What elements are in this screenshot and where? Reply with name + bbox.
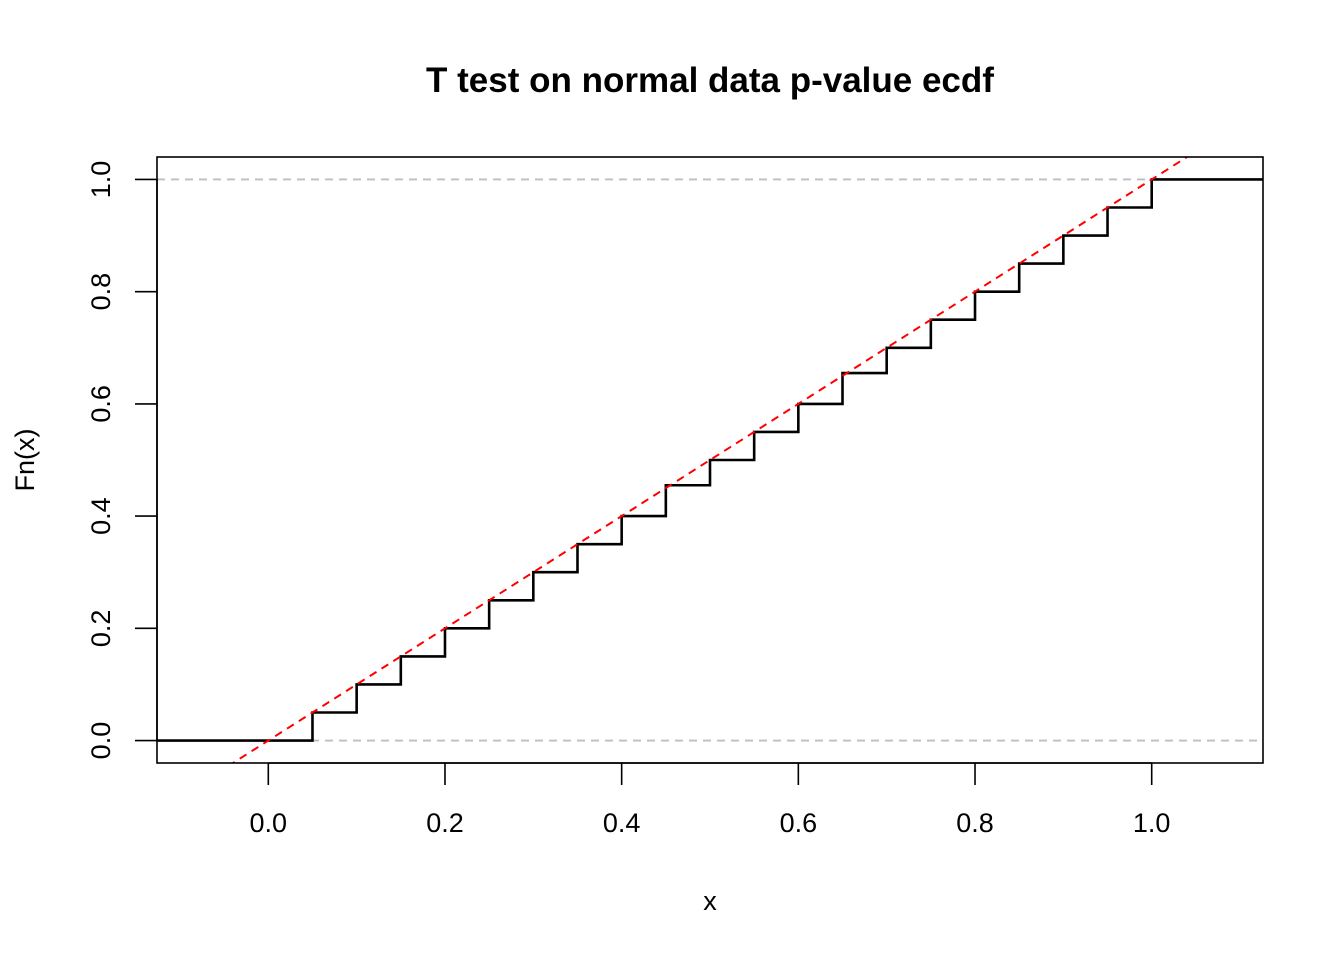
ecdf-step-line xyxy=(157,178,1263,742)
chart-title: T test on normal data p-value ecdf xyxy=(426,61,994,100)
x-tick-label-0: 0.0 xyxy=(250,808,288,838)
x-tick-label-3: 0.6 xyxy=(780,808,818,838)
x-tick-label-1: 0.2 xyxy=(426,808,464,838)
y-tick-label-0: 0.0 xyxy=(86,722,116,760)
y-axis-label: Fn(x) xyxy=(10,429,40,492)
x-tick-label-4: 0.8 xyxy=(956,808,994,838)
axes-layer: 0.0 0.2 0.4 0.6 0.8 1.0 0.0 0.2 0.4 0.6 0.8 1.0 xyxy=(86,156,1264,838)
plot-clipped-group xyxy=(157,157,1263,763)
plot-layer xyxy=(157,157,1263,763)
y-tick-label-3: 0.6 xyxy=(86,385,116,423)
y-tick-label-1: 0.2 xyxy=(86,610,116,648)
x-tick-label-5: 1.0 xyxy=(1133,808,1171,838)
x-axis-label: x xyxy=(703,886,717,916)
y-tick-label-2: 0.4 xyxy=(86,497,116,535)
x-tick-label-2: 0.4 xyxy=(603,808,641,838)
y-tick-label-5: 1.0 xyxy=(86,161,116,199)
y-tick-label-4: 0.8 xyxy=(86,273,116,311)
